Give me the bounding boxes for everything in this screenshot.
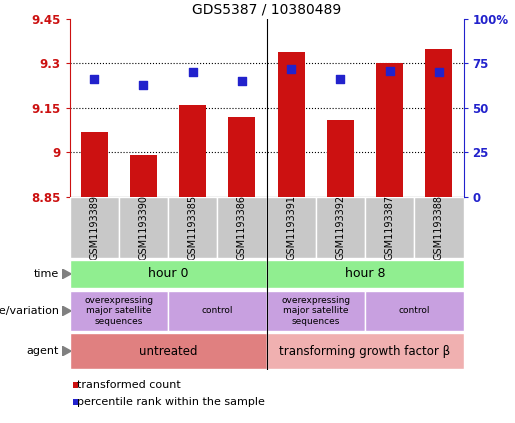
Bar (119, 197, 168, 258)
Point (435, 69, 443, 76)
Point (188, 69, 197, 76)
Point (386, 67, 394, 74)
Text: time: time (34, 269, 59, 279)
Bar (327, 120, 354, 197)
Bar (168, 291, 267, 331)
Title: GDS5387 / 10380489: GDS5387 / 10380489 (192, 3, 341, 16)
Bar (81, 132, 108, 197)
Bar (316, 197, 365, 258)
Text: GSM1193387: GSM1193387 (385, 195, 394, 260)
Text: transforming growth factor β: transforming growth factor β (279, 345, 451, 357)
Text: hour 8: hour 8 (345, 267, 385, 280)
Text: control: control (399, 306, 430, 316)
Text: GSM1193388: GSM1193388 (434, 195, 444, 260)
Bar (70, 291, 168, 331)
Point (238, 78, 246, 85)
Bar (217, 197, 267, 258)
Text: transformed count: transformed count (77, 380, 181, 390)
Text: overexpressing
major satellite
sequences: overexpressing major satellite sequences (281, 296, 350, 326)
Point (287, 66, 295, 72)
Bar (228, 117, 255, 197)
Bar (278, 52, 305, 197)
Text: overexpressing
major satellite
sequences: overexpressing major satellite sequences (84, 296, 153, 326)
Bar (414, 197, 464, 258)
Bar (267, 260, 464, 288)
Bar (425, 49, 452, 197)
Text: agent: agent (27, 346, 59, 356)
Bar (73, 399, 78, 404)
Bar (168, 197, 217, 258)
Polygon shape (62, 269, 71, 279)
Text: percentile rank within the sample: percentile rank within the sample (77, 397, 265, 407)
Bar (70, 197, 119, 258)
Text: GSM1193385: GSM1193385 (187, 195, 198, 260)
Bar (365, 197, 414, 258)
Bar (73, 382, 78, 387)
Text: GSM1193386: GSM1193386 (237, 195, 247, 260)
Text: untreated: untreated (139, 345, 197, 357)
Point (90, 76, 98, 83)
Polygon shape (62, 306, 71, 316)
Bar (267, 333, 464, 369)
Text: genotype/variation: genotype/variation (0, 306, 59, 316)
Bar (130, 155, 157, 197)
Bar (267, 197, 316, 258)
Bar (70, 260, 267, 288)
Text: GSM1193392: GSM1193392 (335, 195, 346, 260)
Text: GSM1193390: GSM1193390 (139, 195, 148, 260)
Point (336, 76, 345, 83)
Text: GSM1193391: GSM1193391 (286, 195, 296, 260)
Bar (365, 291, 464, 331)
Text: control: control (201, 306, 233, 316)
Bar (267, 291, 365, 331)
Text: hour 0: hour 0 (148, 267, 188, 280)
Bar (70, 333, 267, 369)
Bar (376, 63, 403, 197)
Point (139, 81, 147, 88)
Polygon shape (62, 346, 71, 356)
Text: GSM1193389: GSM1193389 (89, 195, 99, 260)
Bar (179, 105, 206, 197)
